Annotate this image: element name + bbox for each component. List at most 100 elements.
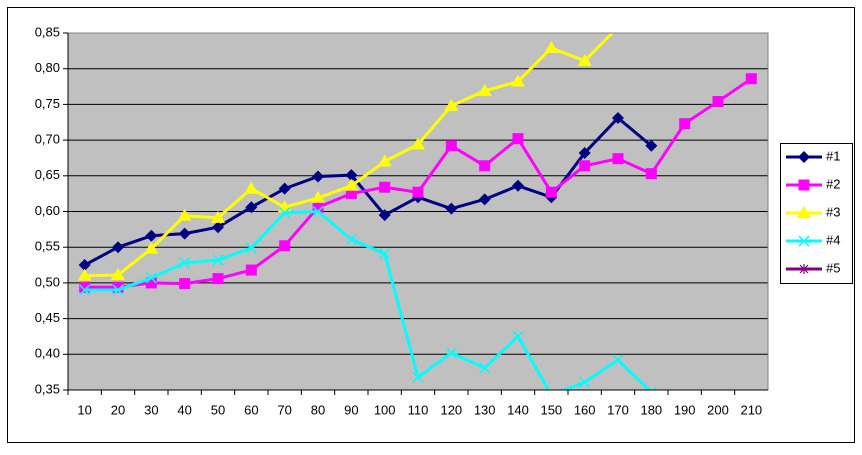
marker (545, 186, 557, 198)
marker (312, 170, 324, 183)
x-tick-label: 160 (574, 402, 596, 417)
marker (578, 146, 591, 159)
y-tick-label: 0,60 (35, 203, 60, 218)
x-tick-label: 20 (111, 402, 125, 417)
marker (612, 153, 624, 165)
marker (77, 268, 92, 281)
marker (212, 221, 224, 234)
x-tick-label: 210 (740, 402, 762, 417)
marker (312, 205, 324, 218)
marker (211, 210, 225, 223)
marker (479, 160, 491, 172)
x-tick-label: 110 (408, 402, 429, 417)
x-tick-label: 30 (144, 402, 158, 417)
marker (111, 268, 125, 281)
y-tick-label: 0,65 (35, 167, 60, 182)
marker (377, 154, 392, 167)
y-tick-label: 0,55 (35, 239, 60, 254)
marker (577, 53, 592, 66)
marker (797, 206, 811, 218)
legend-label: #2 (826, 176, 840, 191)
x-tick-label: 80 (311, 402, 325, 417)
x-tick-label: 180 (640, 402, 662, 417)
legend-label: #4 (826, 232, 840, 247)
marker (379, 248, 391, 260)
marker (245, 201, 258, 214)
marker (345, 169, 358, 182)
y-tick-label: 0,75 (35, 96, 60, 111)
marker (579, 376, 591, 388)
legend-label: #3 (826, 204, 840, 219)
x-tick-label: 140 (507, 402, 529, 417)
marker (512, 330, 524, 342)
marker (798, 235, 810, 247)
x-tick-label: 200 (707, 402, 729, 417)
x-tick-label: 120 (440, 402, 462, 417)
series-line (84, 210, 652, 390)
marker (579, 160, 591, 172)
y-tick-label: 0,50 (35, 274, 60, 289)
marker (512, 179, 524, 192)
marker (379, 181, 391, 193)
marker (145, 229, 158, 242)
x-tick-label: 190 (674, 402, 696, 417)
marker (512, 133, 524, 145)
marker (612, 354, 624, 366)
legend-label: #1 (826, 148, 840, 163)
marker (444, 98, 459, 111)
marker (645, 139, 658, 152)
marker (344, 178, 359, 191)
marker (212, 273, 224, 285)
marker (279, 240, 291, 252)
marker (478, 193, 491, 206)
marker (477, 83, 492, 96)
y-tick-label: 0,45 (35, 310, 60, 325)
marker (244, 181, 259, 194)
y-tick-label: 0,40 (35, 346, 60, 361)
marker (79, 281, 91, 293)
marker (112, 281, 124, 293)
x-tick-label: 10 (77, 402, 91, 417)
marker (411, 137, 425, 150)
marker (212, 254, 224, 266)
marker (645, 386, 657, 390)
marker (312, 201, 324, 213)
marker (511, 74, 525, 87)
marker (544, 40, 559, 53)
marker (78, 259, 91, 272)
marker (798, 151, 810, 163)
marker (378, 209, 391, 222)
x-tick-label: 170 (607, 402, 629, 417)
marker (799, 264, 809, 274)
marker (245, 242, 257, 254)
y-tick-label: 0,35 (35, 381, 60, 396)
x-tick-label: 150 (540, 402, 562, 417)
y-tick-label: 0,70 (35, 132, 60, 147)
marker (179, 278, 191, 290)
series-layer (77, 33, 757, 390)
marker (79, 284, 91, 296)
x-tick-label: 50 (211, 402, 225, 417)
x-tick-label: 60 (244, 402, 258, 417)
legend-label: #5 (826, 260, 840, 275)
marker (412, 371, 424, 383)
marker (345, 188, 357, 200)
marker (145, 277, 157, 289)
y-tick-label: 0,80 (35, 60, 60, 75)
legend: #1 #2 #3 #4 #5 (786, 148, 840, 275)
marker (245, 264, 257, 276)
axes: 0,35 0,40 0,45 0,50 0,55 0,60 0,65 0,70 0,75 0,80… (35, 24, 768, 417)
marker (745, 73, 757, 85)
marker (445, 347, 457, 359)
marker (179, 257, 191, 269)
y-tick-label: 0,85 (35, 24, 60, 39)
marker (445, 202, 458, 215)
marker (311, 190, 325, 203)
marker (112, 241, 124, 254)
marker (612, 111, 624, 124)
marker (177, 208, 192, 221)
x-tick-label: 90 (344, 402, 358, 417)
marker (712, 96, 724, 108)
x-tick-label: 40 (177, 402, 191, 417)
marker (412, 186, 424, 198)
